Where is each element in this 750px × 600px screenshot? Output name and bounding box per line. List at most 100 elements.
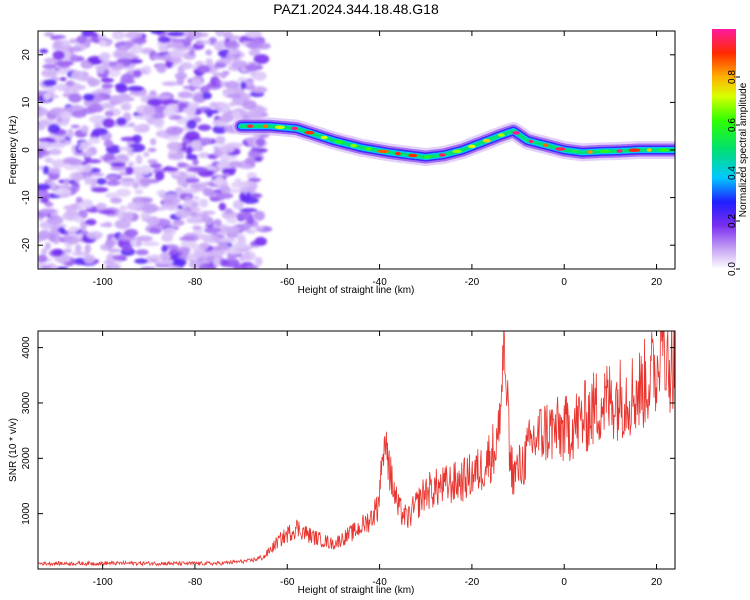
noise-blob xyxy=(118,45,128,50)
noise-blob xyxy=(133,37,147,45)
ridge-peak xyxy=(646,148,652,152)
noise-blob xyxy=(224,208,233,215)
noise-blob xyxy=(150,138,157,146)
noise-blob xyxy=(177,91,193,99)
noise-blob xyxy=(68,93,83,103)
noise-blob xyxy=(38,191,50,198)
noise-blob xyxy=(228,101,236,107)
x-tick-label: -80 xyxy=(188,277,203,288)
ridge-peak xyxy=(528,139,534,144)
noise-blob xyxy=(142,241,160,247)
ridge-peak xyxy=(395,151,401,156)
noise-blob xyxy=(60,110,72,120)
noise-blob xyxy=(149,163,162,169)
noise-blob xyxy=(166,31,185,37)
noise-blob xyxy=(103,260,115,265)
ridge-peak xyxy=(482,138,491,143)
ridge-peak xyxy=(512,131,520,135)
noise-blob xyxy=(188,216,202,223)
noise-blob xyxy=(167,141,183,151)
ridge-peak xyxy=(587,150,593,154)
noise-blob xyxy=(139,177,152,187)
noise-blob xyxy=(201,210,216,215)
noise-blob xyxy=(189,211,198,217)
noise-blob xyxy=(110,197,123,204)
noise-blob xyxy=(154,171,165,181)
noise-blob xyxy=(207,249,225,257)
noise-blob xyxy=(62,157,80,165)
noise-blob xyxy=(216,103,231,114)
noise-blob xyxy=(92,127,108,136)
ridge-peak xyxy=(439,153,446,157)
noise-blob xyxy=(48,148,62,156)
noise-blob xyxy=(100,77,114,83)
noise-blob xyxy=(162,196,181,206)
noise-blob xyxy=(156,190,166,197)
noise-blob xyxy=(62,248,73,254)
noise-blob xyxy=(101,83,114,89)
noise-blob xyxy=(224,80,240,90)
colorbar: 0.0 0.2 0.4 0.6 0.8 Normalized spectral ampl… xyxy=(712,29,749,276)
noise-blob xyxy=(69,53,78,63)
noise-blob xyxy=(147,147,157,153)
noise-blob xyxy=(124,31,143,39)
noise-blob xyxy=(85,159,102,164)
noise-blob xyxy=(205,216,214,226)
noise-blob xyxy=(129,45,143,54)
ridge-peak xyxy=(320,135,328,140)
noise-blob xyxy=(71,182,80,188)
noise-blob xyxy=(77,146,89,150)
noise-blob xyxy=(215,135,226,145)
noise-blob xyxy=(99,223,113,227)
noise-blob xyxy=(62,234,74,242)
noise-blob xyxy=(55,266,69,269)
noise-blob xyxy=(148,254,163,259)
ridge-peak xyxy=(572,149,579,154)
noise-blob xyxy=(96,202,107,212)
noise-blob xyxy=(38,137,56,143)
noise-blob xyxy=(246,265,259,269)
colorbar-tick-label: 0.2 xyxy=(727,214,738,228)
noise-blob xyxy=(185,130,200,141)
noise-blob xyxy=(115,84,128,94)
x-tick-label: -40 xyxy=(372,277,387,288)
ridge-peak xyxy=(468,144,476,149)
noise-blob xyxy=(122,243,133,252)
noise-blob xyxy=(212,178,225,186)
noise-blob xyxy=(110,162,126,168)
noise-blob xyxy=(135,235,153,242)
noise-blob xyxy=(98,53,109,62)
noise-blob xyxy=(120,73,134,84)
noise-blob xyxy=(74,243,82,254)
noise-blob xyxy=(219,114,235,123)
noise-blob xyxy=(197,124,212,131)
noise-blob xyxy=(175,209,192,219)
noise-blob xyxy=(83,163,93,173)
noise-blob xyxy=(98,209,116,215)
noise-blob xyxy=(135,154,143,165)
noise-blob xyxy=(80,125,89,134)
noise-blob xyxy=(38,118,54,128)
noise-blob xyxy=(104,265,112,269)
noise-blob xyxy=(38,183,52,191)
ridge-peak xyxy=(334,140,344,144)
noise-blob xyxy=(147,98,163,106)
noise-blob xyxy=(47,123,61,134)
ridge-peak xyxy=(452,149,462,154)
noise-blob xyxy=(128,122,136,127)
noise-blob xyxy=(68,226,80,233)
x-tick-label: 0 xyxy=(561,577,567,588)
snr-x-label: Height of straight line (km) xyxy=(298,585,415,596)
noise-blob xyxy=(244,157,256,166)
noise-blob xyxy=(108,95,126,105)
noise-blob xyxy=(63,178,71,186)
noise-blob xyxy=(112,254,127,261)
y-tick-label: 4000 xyxy=(21,336,32,359)
noise-blob xyxy=(104,110,114,117)
noise-blob xyxy=(255,137,266,147)
y-tick-label: 0 xyxy=(21,147,32,153)
noise-blob xyxy=(117,211,125,220)
noise-blob xyxy=(199,137,213,144)
noise-blob xyxy=(254,156,263,162)
noise-blob xyxy=(167,153,185,160)
